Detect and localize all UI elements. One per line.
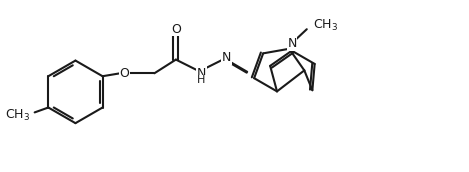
Text: H: H [197, 75, 205, 85]
Text: N: N [222, 51, 231, 64]
Text: N: N [287, 37, 297, 50]
Text: CH$_3$: CH$_3$ [313, 18, 338, 33]
Text: O: O [119, 67, 129, 80]
Text: N: N [197, 67, 206, 80]
Text: O: O [171, 23, 181, 36]
Text: CH$_3$: CH$_3$ [5, 108, 30, 123]
